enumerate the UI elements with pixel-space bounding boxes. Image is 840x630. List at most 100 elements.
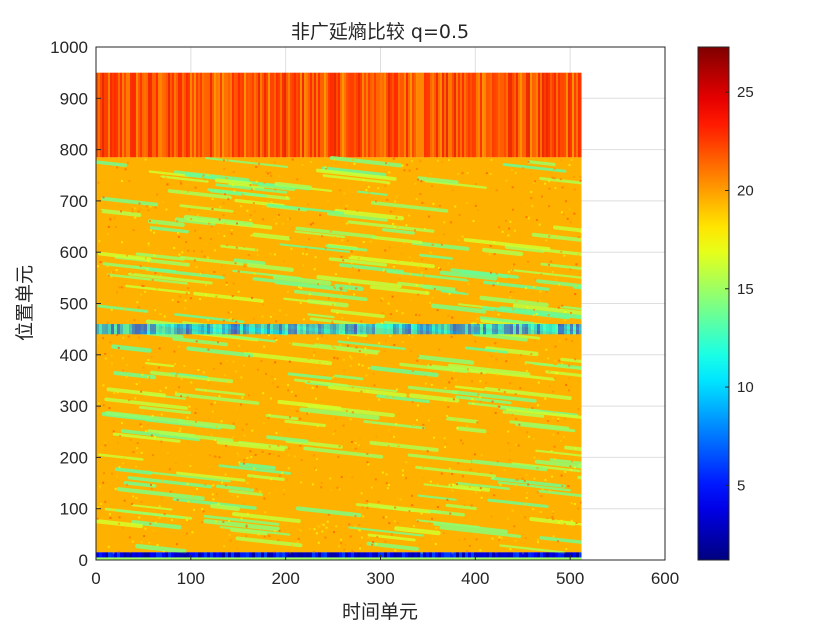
heatmap-speckle	[310, 161, 313, 164]
heatmap-column	[380, 72, 382, 158]
heatmap-streak	[471, 459, 548, 472]
heatmap-band-cell	[354, 324, 357, 335]
heatmap-speckle	[144, 290, 147, 293]
heatmap-speckle	[552, 518, 555, 521]
heatmap-band-cell	[330, 324, 333, 335]
heatmap-speckle	[468, 486, 471, 489]
heatmap-speckle	[204, 178, 207, 181]
heatmap-speckle	[98, 240, 101, 243]
heatmap-speckle	[537, 300, 540, 303]
heatmap-streak	[433, 521, 508, 534]
heatmap-column	[574, 72, 576, 158]
heatmap-speckle	[488, 412, 491, 415]
heatmap-speckle	[204, 389, 207, 392]
heatmap-speckle	[274, 337, 277, 340]
heatmap-streak	[456, 426, 487, 434]
heatmap-speckle	[371, 543, 374, 546]
heatmap-column	[348, 72, 350, 158]
heatmap-speckle	[131, 210, 134, 213]
heatmap-speckle	[390, 533, 393, 536]
heatmap-speckle	[350, 262, 353, 265]
y-tick-label: 700	[60, 192, 88, 211]
heatmap-speckle	[385, 339, 388, 342]
heatmap-speckle	[408, 256, 411, 259]
heatmap-speckle	[563, 523, 566, 526]
heatmap-column	[126, 72, 128, 158]
heatmap-speckle	[291, 226, 294, 229]
heatmap-speckle	[489, 172, 492, 175]
heatmap-speckle	[398, 277, 401, 280]
heatmap-band-cell	[513, 324, 516, 335]
heatmap-speckle	[573, 188, 576, 191]
heatmap-band-cell	[477, 552, 480, 558]
heatmap-column	[146, 72, 148, 158]
heatmap-speckle	[439, 268, 442, 271]
heatmap-band-cell	[441, 324, 444, 335]
heatmap-speckle	[224, 222, 227, 225]
heatmap-speckle	[540, 195, 543, 198]
heatmap-speckle	[338, 545, 341, 548]
heatmap-streak	[439, 526, 522, 538]
x-tick-label: 300	[366, 569, 394, 588]
heatmap-speckle	[515, 443, 518, 446]
heatmap-streak	[552, 225, 582, 233]
heatmap-speckle	[450, 221, 453, 224]
heatmap-speckle	[253, 272, 256, 275]
heatmap-speckle	[232, 436, 235, 439]
heatmap-speckle	[210, 225, 213, 228]
heatmap-speckle	[107, 274, 110, 277]
heatmap-speckle	[264, 511, 267, 514]
heatmap-speckle	[113, 217, 116, 220]
heatmap-speckle	[446, 498, 449, 501]
heatmap-band-cell	[138, 552, 141, 558]
heatmap-speckle	[573, 466, 576, 469]
heatmap-band-cell	[237, 324, 240, 335]
heatmap-speckle	[275, 488, 278, 491]
heatmap-speckle	[392, 221, 395, 224]
heatmap-speckle	[289, 416, 292, 419]
heatmap-band-cell	[342, 552, 345, 558]
heatmap-speckle	[563, 319, 566, 322]
heatmap-speckle	[427, 419, 430, 422]
heatmap-speckle	[263, 345, 266, 348]
heatmap-speckle	[228, 519, 231, 522]
heatmap-speckle	[476, 421, 479, 424]
heatmap-column	[392, 72, 394, 158]
heatmap-band-cell	[561, 324, 564, 335]
heatmap-band-cell	[555, 324, 558, 335]
heatmap-speckle	[142, 366, 145, 369]
heatmap-speckle	[254, 453, 257, 456]
heatmap-column	[438, 72, 440, 158]
heatmap-speckle	[145, 205, 148, 208]
x-axis-label: 时间单元	[342, 601, 418, 623]
heatmap-speckle	[447, 262, 450, 265]
heatmap-column	[354, 72, 356, 158]
heatmap-column	[194, 72, 196, 158]
heatmap-band-cell	[321, 324, 324, 335]
heatmap-speckle	[308, 238, 311, 241]
heatmap-column	[300, 72, 302, 158]
heatmap-streak	[174, 392, 260, 405]
heatmap-speckle	[405, 477, 408, 480]
heatmap-speckle	[469, 166, 472, 169]
heatmap-band-cell	[261, 324, 264, 335]
heatmap-band-cell	[474, 324, 477, 335]
heatmap-speckle	[118, 465, 121, 468]
heatmap-column	[374, 72, 376, 158]
heatmap-band-cell	[489, 552, 492, 558]
heatmap-column	[288, 72, 290, 158]
heatmap-speckle	[515, 484, 518, 487]
heatmap-band-cell	[165, 552, 168, 558]
heatmap-speckle	[196, 213, 199, 216]
heatmap-speckle	[139, 293, 142, 296]
heatmap-band-cell	[396, 552, 399, 558]
heatmap-speckle	[513, 525, 516, 528]
heatmap-speckle	[475, 538, 478, 541]
heatmap-band-cell	[339, 552, 342, 558]
heatmap-speckle	[341, 317, 344, 320]
heatmap-speckle	[299, 529, 302, 532]
heatmap-band-cell	[327, 324, 330, 335]
heatmap-column	[506, 72, 508, 158]
heatmap-speckle	[534, 180, 537, 183]
